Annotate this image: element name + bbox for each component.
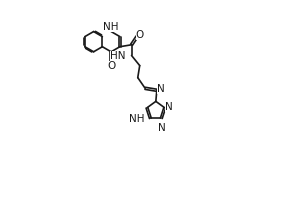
Text: N: N (158, 123, 166, 133)
Text: O: O (107, 61, 115, 71)
Text: N: N (165, 102, 173, 112)
Text: O: O (136, 30, 144, 40)
Text: NH: NH (103, 22, 119, 32)
Text: N: N (157, 84, 165, 94)
Text: NH: NH (129, 114, 145, 124)
Text: HN: HN (110, 51, 126, 61)
